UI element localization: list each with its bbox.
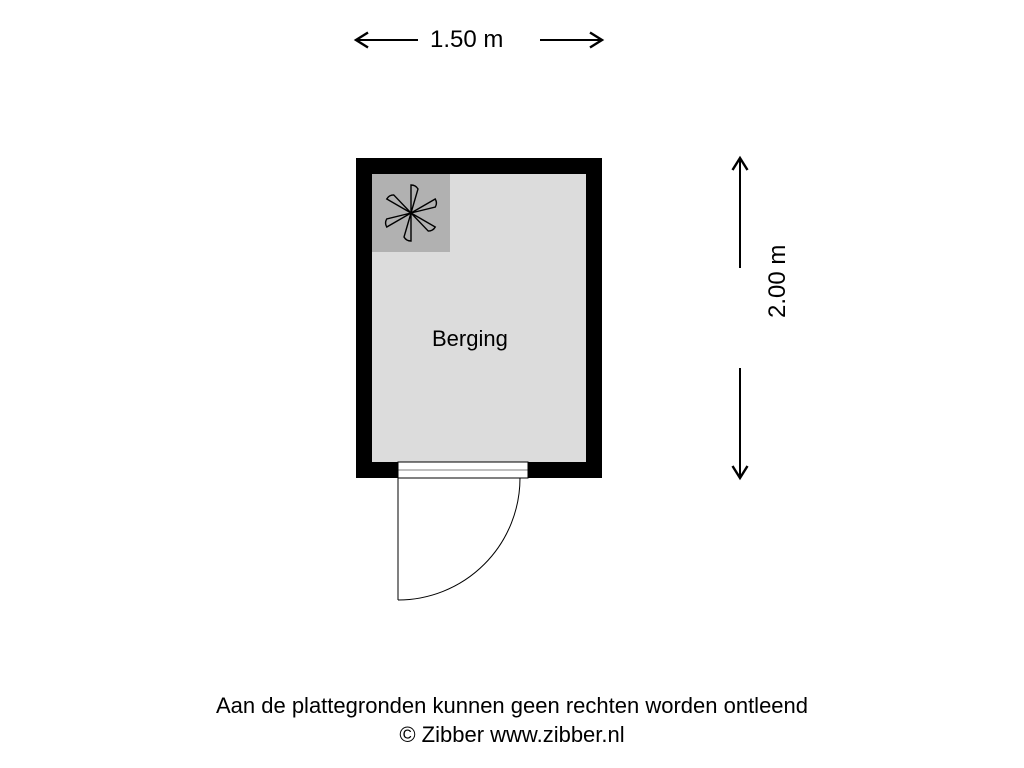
floorplan-canvas: 1.50 m 2.00 m <box>0 0 1024 768</box>
footer-line1: Aan de plattegronden kunnen geen rechten… <box>0 691 1024 721</box>
footer-disclaimer: Aan de plattegronden kunnen geen rechten… <box>0 691 1024 750</box>
room-label: Berging <box>432 326 508 352</box>
footer-line2: © Zibber www.zibber.nl <box>0 720 1024 750</box>
door-swing <box>398 478 520 600</box>
room-plan <box>0 0 1024 768</box>
